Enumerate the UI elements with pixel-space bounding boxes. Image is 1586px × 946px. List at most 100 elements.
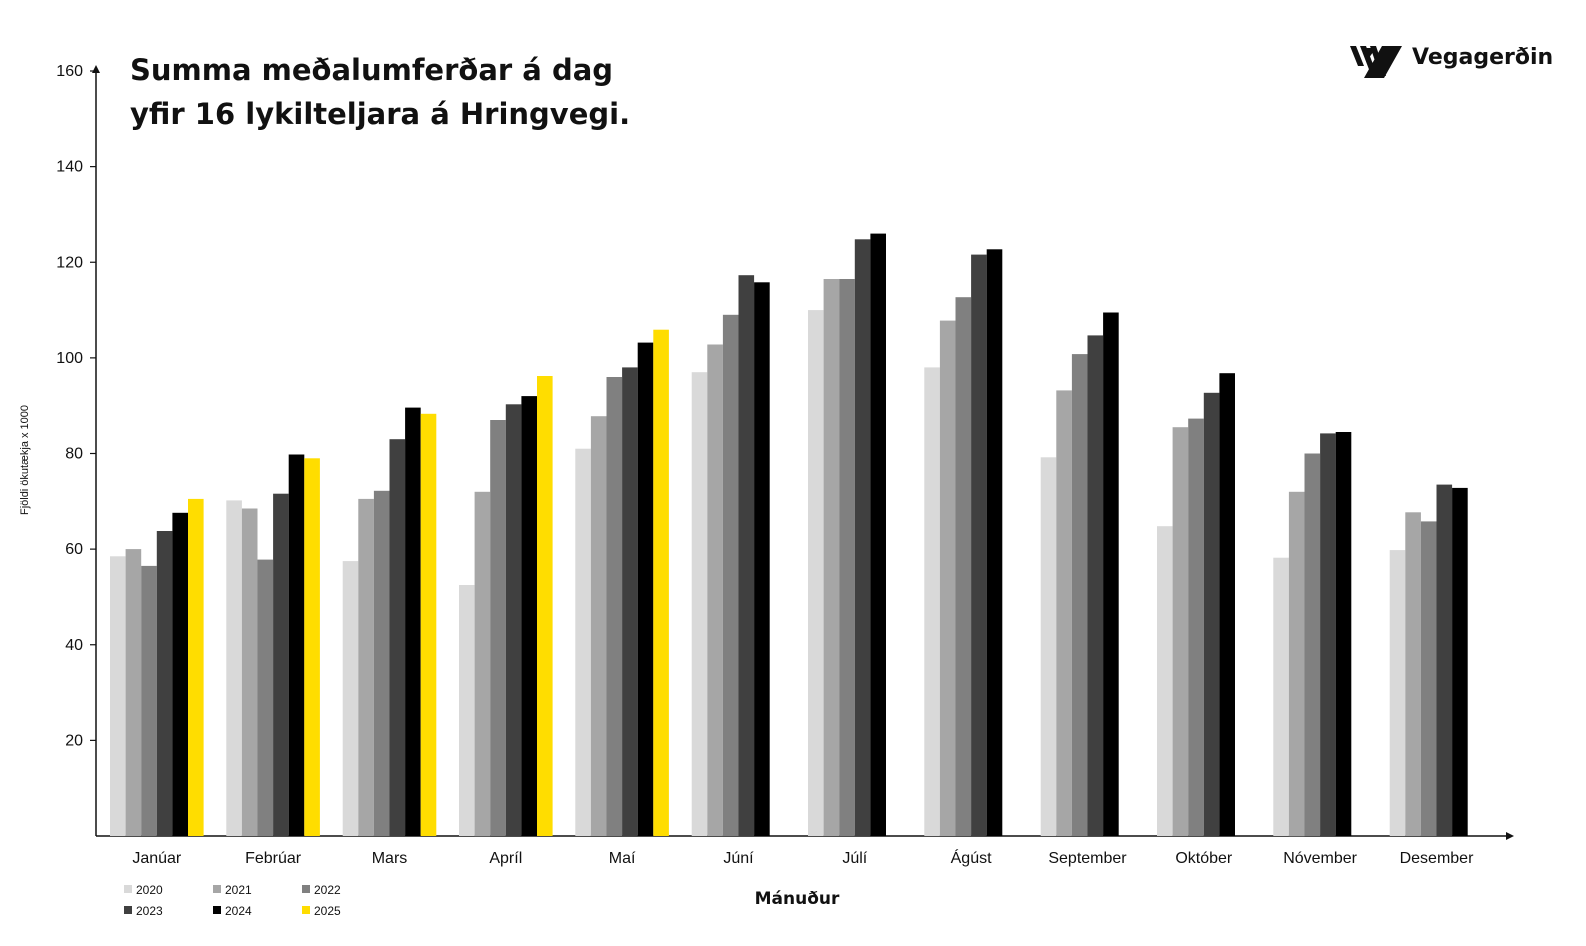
- bar-2022-10: [1304, 453, 1321, 836]
- bar-2022-0: [141, 565, 157, 836]
- legend-label-2022: 2022: [314, 883, 341, 897]
- x-tick-label: Maí: [609, 850, 636, 867]
- bar-2020-1: [226, 500, 242, 836]
- bar-2023-2: [389, 439, 406, 836]
- x-tick-label: Desember: [1400, 850, 1474, 867]
- bar-2024-9: [1219, 373, 1235, 836]
- bar-2020-9: [1157, 526, 1173, 836]
- bar-2023-4: [622, 367, 638, 836]
- bar-2022-5: [722, 314, 739, 836]
- bar-2022-6: [839, 279, 855, 836]
- logo: Vegagerðin: [1350, 45, 1553, 78]
- bar-2024-4: [637, 342, 654, 836]
- x-tick-label: Apríl: [489, 850, 522, 867]
- x-tick-label: Mars: [372, 850, 408, 867]
- y-tick-label: 140: [56, 159, 83, 176]
- y-axis-arrow: [92, 65, 100, 73]
- bar-2024-11: [1452, 487, 1468, 836]
- bar-2020-4: [575, 448, 591, 836]
- bar-2021-8: [1056, 390, 1072, 836]
- bar-2023-0: [156, 531, 173, 836]
- bar-2023-11: [1436, 484, 1453, 836]
- bar-2020-2: [342, 561, 359, 836]
- x-axis-label: Mánuður: [755, 889, 840, 909]
- bar-2022-3: [490, 420, 506, 836]
- bar-2023-3: [505, 404, 522, 836]
- bar-2020-10: [1273, 557, 1289, 836]
- x-tick-label: Júlí: [842, 850, 867, 867]
- bars: [110, 233, 1468, 837]
- bar-2020-0: [110, 556, 126, 836]
- bar-2023-6: [854, 239, 871, 837]
- bar-2025-3: [537, 376, 553, 836]
- bar-2021-6: [823, 279, 840, 836]
- x-tick-label: Ágúst: [951, 848, 992, 867]
- bar-2024-2: [405, 407, 421, 836]
- y-tick-label: 60: [65, 541, 83, 558]
- legend-label-2023: 2023: [136, 904, 163, 918]
- bar-2024-10: [1335, 432, 1352, 836]
- bar-2023-9: [1203, 392, 1220, 836]
- bar-2025-4: [653, 329, 669, 836]
- bar-2023-10: [1320, 433, 1336, 836]
- bar-2020-7: [924, 367, 940, 836]
- legend-swatch-2025: [302, 906, 310, 914]
- x-axis-arrow: [1506, 832, 1514, 840]
- bar-2025-2: [420, 413, 437, 836]
- chart-title-line: Summa meðalumferðar á dag: [130, 53, 613, 87]
- bar-2021-9: [1172, 427, 1189, 836]
- y-tick-label: 100: [56, 350, 83, 367]
- logo-text: Vegagerðin: [1412, 45, 1553, 70]
- bar-2024-8: [1103, 312, 1119, 836]
- x-tick-label: Október: [1175, 850, 1233, 867]
- bar-2022-1: [257, 559, 274, 836]
- bar-2025-1: [304, 458, 320, 836]
- bar-2022-7: [955, 297, 972, 836]
- bar-2021-4: [590, 416, 607, 836]
- bar-2021-11: [1405, 512, 1421, 836]
- striped-road-icon: [1350, 46, 1402, 78]
- bar-2022-11: [1420, 521, 1437, 836]
- bar-2021-5: [707, 344, 723, 836]
- bar-2023-7: [971, 254, 987, 837]
- bar-2021-0: [125, 549, 142, 836]
- bar-2024-5: [754, 282, 770, 836]
- legend-swatch-2020: [124, 885, 132, 893]
- x-tick-label: September: [1048, 850, 1127, 867]
- y-axis-label: Fjöldi ökutækja x 1000: [19, 405, 31, 515]
- bar-2020-3: [459, 585, 475, 836]
- x-tick-label: Nóvember: [1283, 850, 1357, 867]
- bar-2022-8: [1071, 354, 1088, 836]
- y-tick-label: 120: [56, 254, 83, 271]
- x-tick-label: Febrúar: [245, 850, 302, 867]
- legend-label-2021: 2021: [225, 883, 252, 897]
- chart-title-line: yfir 16 lykilteljara á Hringvegi.: [130, 97, 630, 131]
- legend-swatch-2023: [124, 906, 132, 914]
- y-tick-label: 20: [65, 732, 83, 749]
- y-tick-label: 40: [65, 637, 83, 654]
- bar-2023-1: [273, 493, 289, 836]
- bar-2022-9: [1188, 418, 1204, 836]
- legend: 2020 2021 2022 2023 2024 2025: [124, 883, 341, 918]
- legend-label-2024: 2024: [225, 904, 252, 918]
- bar-2021-1: [241, 508, 258, 836]
- bar-2021-10: [1288, 491, 1305, 837]
- bar-2025-0: [188, 498, 204, 836]
- bar-2021-3: [474, 491, 491, 837]
- bar-2023-5: [738, 275, 755, 836]
- x-tick-label: Júní: [723, 850, 754, 867]
- bar-2022-4: [606, 377, 623, 836]
- chart-title: Summa meðalumferðar á dag yfir 16 lykilte…: [130, 53, 630, 131]
- bar-2024-3: [521, 396, 537, 836]
- legend-swatch-2021: [213, 885, 221, 893]
- legend-swatch-2024: [213, 906, 221, 914]
- bar-2020-8: [1040, 457, 1057, 836]
- bar-2024-1: [288, 454, 305, 836]
- bar-2024-7: [986, 249, 1003, 837]
- legend-label-2025: 2025: [314, 904, 341, 918]
- bar-2022-2: [373, 490, 390, 836]
- bar-2024-0: [172, 512, 188, 836]
- bar-2021-7: [939, 320, 956, 837]
- y-tick-label: 160: [56, 63, 83, 80]
